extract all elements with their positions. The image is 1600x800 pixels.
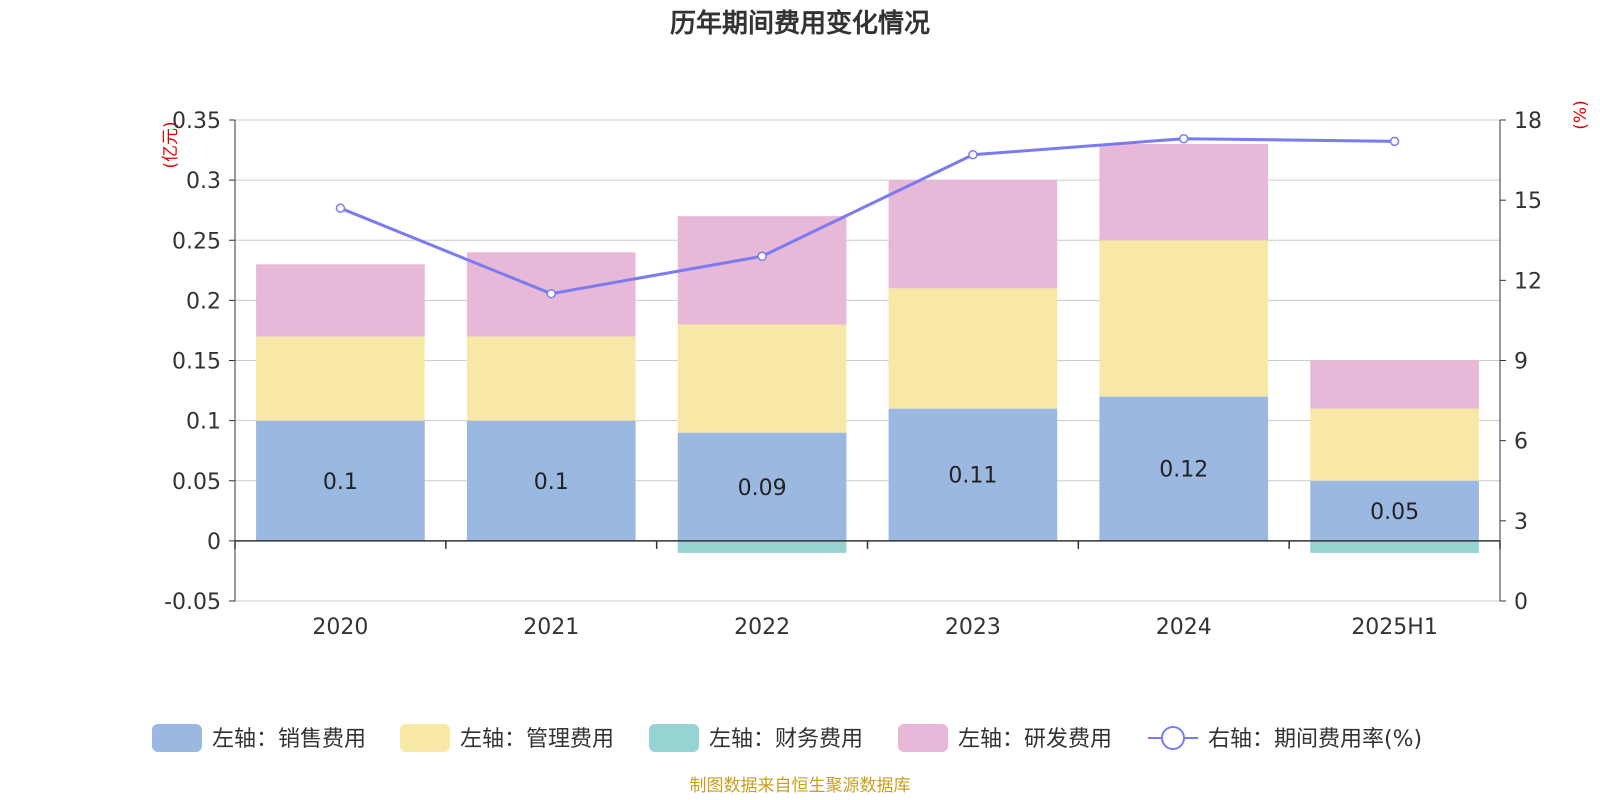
bar-segment xyxy=(677,432,847,541)
bar-segment xyxy=(1099,144,1269,241)
bar-segment xyxy=(888,180,1058,289)
x-tick-label: 2020 xyxy=(312,615,368,640)
bar-segment xyxy=(1310,408,1479,481)
rate-point xyxy=(546,288,556,299)
rate-point xyxy=(968,149,978,160)
bar-segment xyxy=(888,408,1058,541)
left-tick-label: 0.15 xyxy=(172,350,221,375)
rate-line-series xyxy=(335,133,1400,299)
right-axis-unit: (%) xyxy=(1571,100,1591,129)
legend: 左轴：销售费用 左轴：管理费用 左轴：财务费用 左轴：研发费用 右轴：期间费用率(%) xyxy=(152,724,1422,752)
bar-segment xyxy=(1099,396,1269,541)
data-label: 0.05 xyxy=(1370,500,1419,525)
bar-segment xyxy=(466,420,636,541)
grid-lines xyxy=(235,119,1500,602)
right-tick-label: 0 xyxy=(1514,590,1528,615)
bar-segment xyxy=(466,336,636,421)
x-tick-label: 2025H1 xyxy=(1351,615,1438,640)
legend-label: 左轴：财务费用 xyxy=(709,727,863,752)
bar-segment xyxy=(677,216,847,325)
data-label: 0.09 xyxy=(738,476,787,501)
x-tick-label: 2021 xyxy=(523,615,579,640)
axes: 0.35 0.3 0.25 0.2 0.15 0.1 0.05 0 -0.05 18 15 12 9 6 3… xyxy=(164,109,1542,640)
x-tick-label: 2022 xyxy=(734,615,790,640)
bar-segment xyxy=(256,336,425,421)
data-label: 0.11 xyxy=(948,464,997,489)
legend-label: 右轴：期间费用率(%) xyxy=(1208,727,1422,752)
legend-swatch xyxy=(649,724,699,752)
left-tick-label: 0.3 xyxy=(186,169,221,194)
right-tick-label: 6 xyxy=(1514,430,1528,455)
rate-point xyxy=(1179,133,1189,144)
right-tick-label: 12 xyxy=(1514,269,1542,294)
bar-segment xyxy=(256,264,425,337)
left-tick-label: 0.35 xyxy=(172,109,221,134)
legend-label: 左轴：销售费用 xyxy=(212,727,366,752)
bar-segment xyxy=(888,288,1058,409)
bar-segment xyxy=(1310,540,1479,553)
rate-point xyxy=(757,251,767,262)
legend-swatch-marker xyxy=(1161,726,1185,750)
legend-swatch xyxy=(400,724,450,752)
legend-swatch xyxy=(152,724,202,752)
chart-title: 历年期间费用变化情况 xyxy=(670,8,930,39)
rate-point xyxy=(1389,136,1400,147)
legend-label: 左轴：管理费用 xyxy=(460,727,614,752)
legend-swatch xyxy=(898,724,948,752)
x-tick-label: 2024 xyxy=(1156,615,1212,640)
bar-segment xyxy=(1310,480,1479,541)
left-tick-label: 0.05 xyxy=(172,470,221,495)
legend-label: 左轴：研发费用 xyxy=(958,727,1112,752)
bar-segment xyxy=(1310,360,1479,409)
x-tick-label: 2023 xyxy=(945,615,1001,640)
rate-line xyxy=(339,137,1395,296)
data-label: 0.1 xyxy=(323,470,358,495)
left-tick-label: -0.05 xyxy=(164,590,221,615)
data-label: 0.12 xyxy=(1159,458,1208,483)
bar-segment xyxy=(677,540,847,553)
left-tick-label: 0.2 xyxy=(186,289,221,314)
right-tick-label: 18 xyxy=(1514,109,1542,134)
right-tick-label: 3 xyxy=(1514,510,1528,535)
source-note: 制图数据来自恒生聚源数据库 xyxy=(690,776,911,796)
rate-point xyxy=(335,203,346,213)
bar-series xyxy=(256,144,1479,553)
left-tick-label: 0 xyxy=(207,530,221,555)
left-tick-label: 0.25 xyxy=(172,229,221,254)
right-tick-label: 9 xyxy=(1514,350,1528,375)
right-tick-label: 15 xyxy=(1514,189,1542,214)
data-label: 0.1 xyxy=(534,470,569,495)
left-tick-label: 0.1 xyxy=(186,410,221,435)
bar-segment xyxy=(256,420,425,541)
left-axis-unit: (亿元) xyxy=(161,121,181,168)
bar-segment xyxy=(677,324,847,433)
data-labels: 0.1 0.1 0.09 0.11 0.12 0.05 xyxy=(323,458,1419,525)
bar-segment xyxy=(1099,240,1269,397)
